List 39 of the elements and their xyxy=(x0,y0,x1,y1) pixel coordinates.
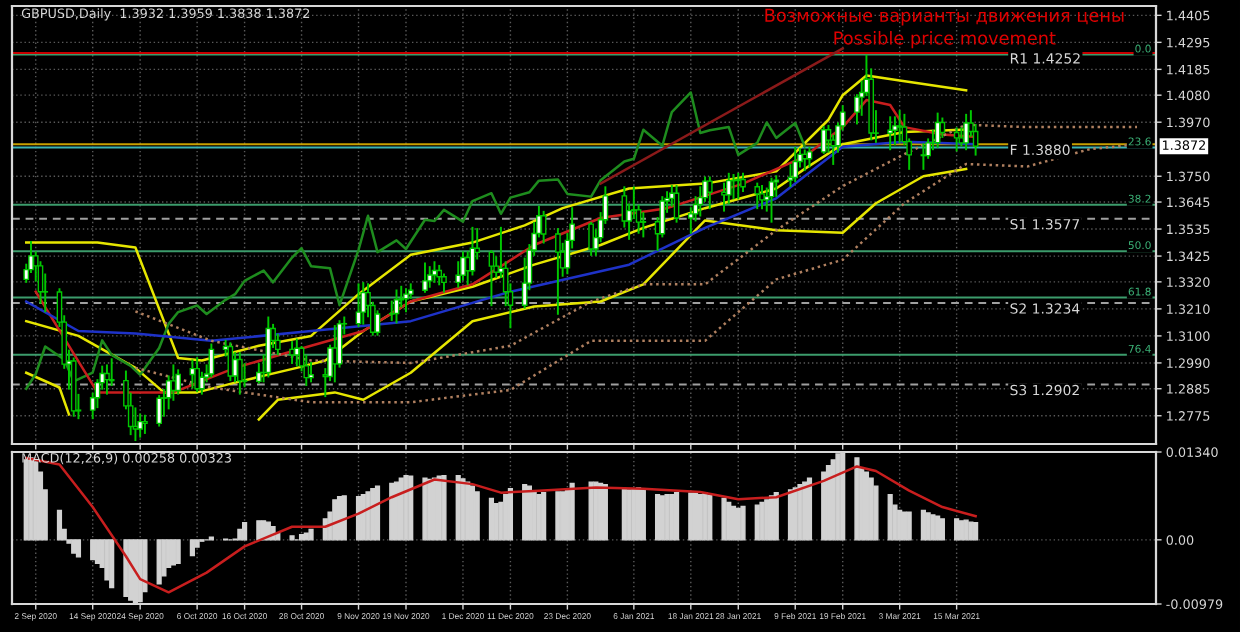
candlestick xyxy=(360,282,367,325)
candlestick xyxy=(555,228,561,315)
candlestick xyxy=(237,352,243,395)
candlestick xyxy=(104,364,110,395)
candlestick xyxy=(175,369,181,395)
annotation: Possible price movement xyxy=(834,30,1056,49)
candlestick xyxy=(108,358,115,387)
candlestick xyxy=(887,116,894,151)
candlestick xyxy=(540,210,547,244)
candlestick xyxy=(706,176,713,210)
candlestick xyxy=(588,221,594,256)
candlestick xyxy=(156,395,162,427)
candlestick xyxy=(142,414,148,434)
candlestick xyxy=(194,357,200,393)
candlestick xyxy=(303,354,310,387)
candlestick xyxy=(754,182,761,210)
candlestick xyxy=(403,288,409,313)
candlestick xyxy=(759,185,765,210)
candlestick xyxy=(208,343,215,378)
candlestick xyxy=(374,310,381,336)
line-series xyxy=(24,74,968,362)
candlestick xyxy=(640,212,647,238)
candlestick xyxy=(422,262,428,293)
candlestick xyxy=(256,363,262,384)
candlestick xyxy=(820,126,827,154)
line-series xyxy=(24,456,977,594)
candlestick xyxy=(289,341,295,364)
candlestick xyxy=(460,251,466,281)
candlestick xyxy=(725,172,732,205)
candlestick xyxy=(892,116,898,146)
candlestick xyxy=(293,338,300,367)
candlestick xyxy=(953,127,960,152)
candlestick xyxy=(331,325,338,383)
candlestick xyxy=(308,361,314,383)
candlestick xyxy=(673,185,680,223)
candlestick xyxy=(896,110,903,143)
annotation: Возможные варианты движения цены xyxy=(765,8,1124,26)
candlestick xyxy=(963,113,969,151)
line-series xyxy=(24,91,806,390)
